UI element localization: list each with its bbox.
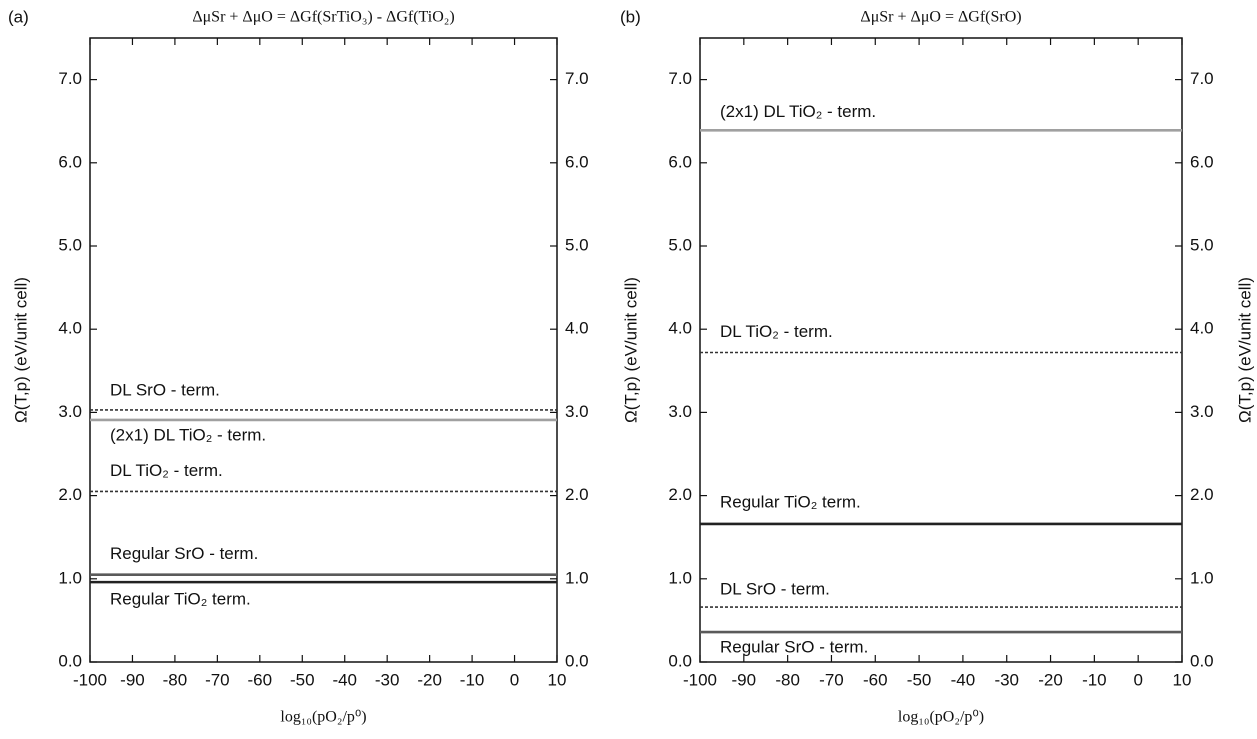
y-tick-label: 7.0 [58,69,82,88]
series-label: Regular SrO - term. [110,544,258,563]
x-tick-label: 10 [548,670,567,689]
y-tick-label: 5.0 [58,235,82,254]
series-label: DL TiO₂ - term. [110,461,223,480]
x-tick-label: 0 [510,670,519,689]
y2-axis-label: Ω(T,p) (eV/unit cell) [1235,277,1254,423]
plot-frame [89,37,558,663]
x-tick-label: -30 [375,670,400,689]
series-label: DL SrO - term. [110,380,220,399]
y2-tick-label: 1.0 [1190,568,1214,587]
y-tick-label: 4.0 [668,319,692,338]
y-tick-label: 3.0 [58,402,82,421]
y2-tick-label: 2.0 [1190,485,1214,504]
plot-frame [699,37,1183,663]
series-label: DL TiO₂ - term. [720,322,833,341]
x-tick-label: -20 [417,670,442,689]
x-tick-label: -80 [163,670,188,689]
y-tick-label: 1.0 [668,568,692,587]
x-tick-label: -70 [819,670,844,689]
y2-tick-label: 6.0 [1190,152,1214,171]
x-tick-label: 10 [1173,670,1192,689]
x-tick-label: 0 [1133,670,1142,689]
x-tick-label: -100 [73,670,107,689]
y-tick-label: 6.0 [58,152,82,171]
y2-tick-label: 0.0 [565,651,589,670]
y2-tick-label: 6.0 [565,152,589,171]
x-tick-label: -30 [994,670,1019,689]
y-tick-label: 1.0 [58,568,82,587]
x-tick-label: -40 [951,670,976,689]
panel-label: (b) [620,7,641,26]
x-tick-label: -20 [1038,670,1063,689]
y2-tick-label: 5.0 [1190,235,1214,254]
panel-label: (a) [8,7,29,26]
chart-title: ΔμSr + ΔμO = ΔGf(SrO) [860,9,1021,26]
y2-tick-label: 7.0 [1190,69,1214,88]
y-tick-label: 4.0 [58,319,82,338]
x-axis-label: log₁₀(pO₂/p⁰) [280,709,366,726]
y2-tick-label: 5.0 [565,235,589,254]
x-tick-label: -80 [775,670,800,689]
x-tick-label: -60 [248,670,273,689]
x-tick-label: -90 [732,670,757,689]
y2-tick-label: 4.0 [565,319,589,338]
x-tick-label: -100 [683,670,717,689]
y-tick-label: 0.0 [58,651,82,670]
x-tick-label: -70 [205,670,230,689]
x-tick-label: -50 [907,670,932,689]
series-label: (2x1) DL TiO₂ - term. [110,425,266,444]
x-axis-label: log₁₀(pO₂/p⁰) [898,709,984,726]
series-label: DL SrO - term. [720,580,830,599]
y-axis-label: Ω(T,p) (eV/unit cell) [621,277,640,423]
y-tick-label: 3.0 [668,402,692,421]
y2-tick-label: 1.0 [565,568,589,587]
y-tick-label: 2.0 [58,485,82,504]
x-tick-label: -90 [120,670,145,689]
y-tick-label: 5.0 [668,235,692,254]
x-tick-label: -10 [460,670,485,689]
x-tick-label: -60 [863,670,888,689]
y-tick-label: 7.0 [668,69,692,88]
series-label: (2x1) DL TiO₂ - term. [720,102,876,121]
x-tick-label: -50 [290,670,315,689]
y2-tick-label: 4.0 [1190,319,1214,338]
x-tick-label: -40 [332,670,357,689]
series-label: Regular TiO₂ term. [110,590,251,609]
y-tick-label: 0.0 [668,651,692,670]
chart-title: ΔμSr + ΔμO = ΔGf(SrTiO₃) - ΔGf(TiO₂) [192,9,454,26]
y-tick-label: 2.0 [668,485,692,504]
series-label: Regular TiO₂ term. [720,492,861,511]
y2-tick-label: 7.0 [565,69,589,88]
y2-tick-label: 3.0 [565,402,589,421]
y2-tick-label: 2.0 [565,485,589,504]
y-axis-label: Ω(T,p) (eV/unit cell) [11,277,30,423]
x-tick-label: -10 [1082,670,1107,689]
y2-tick-label: 0.0 [1190,651,1214,670]
y-tick-label: 6.0 [668,152,692,171]
series-label: Regular SrO - term. [720,638,868,657]
y2-tick-label: 3.0 [1190,402,1214,421]
